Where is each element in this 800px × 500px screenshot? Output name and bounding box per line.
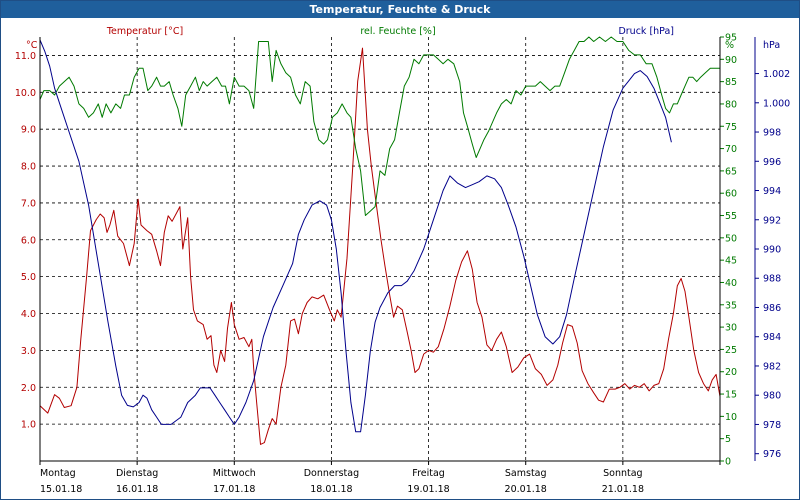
humidity-tick-label: 10 <box>725 412 737 423</box>
temperature-tick-label: 11.0 <box>15 51 36 62</box>
humidity-tick-label: 40 <box>725 278 737 289</box>
window-title: Temperatur, Feuchte & Druck <box>1 1 799 18</box>
humidity-legend-label: rel. Feuchte [%] <box>360 26 435 37</box>
pressure-tick-label: 976 <box>763 449 781 460</box>
x-day-label: Montag <box>40 468 76 479</box>
humidity-tick-label: 0 <box>725 457 731 468</box>
x-date-label: 20.01.18 <box>505 484 547 495</box>
humidity-tick-label: 70 <box>725 144 737 155</box>
temperature-tick-label: 9.0 <box>21 125 36 136</box>
temperature-series-line <box>39 47 721 445</box>
x-day-label: Dienstag <box>116 468 158 479</box>
humidity-tick-label: 45 <box>725 256 737 267</box>
humidity-tick-label: 90 <box>725 55 737 66</box>
humidity-tick-label: 20 <box>725 367 737 378</box>
humidity-tick-label: 95 <box>725 33 737 44</box>
pressure-legend-label: Druck [hPa] <box>618 26 674 37</box>
axes <box>39 37 756 462</box>
pressure-tick-label: 996 <box>763 157 781 168</box>
humidity-tick-label: 50 <box>725 233 737 244</box>
humidity-tick-label: 75 <box>725 122 737 133</box>
pressure-tick-label: 982 <box>763 361 781 372</box>
temperature-tick-label: 3.0 <box>21 346 36 357</box>
x-day-label: Samstag <box>505 468 547 479</box>
x-date-label: 17.01.18 <box>213 484 255 495</box>
humidity-tick-label: 65 <box>725 166 737 177</box>
pressure-tick-label: 978 <box>763 420 781 431</box>
x-day-label: Freitag <box>412 468 445 479</box>
humidity-tick-label: 80 <box>725 99 737 110</box>
temperature-tick-label: 7.0 <box>21 198 36 209</box>
x-date-label: 18.01.18 <box>310 484 352 495</box>
humidity-unit-label: % <box>725 40 734 51</box>
humidity-series-line <box>39 36 720 216</box>
x-day-label: Sonntag <box>603 468 642 479</box>
temperature-tick-label: 1.0 <box>21 420 36 431</box>
pressure-tick-label: 998 <box>763 128 781 139</box>
pressure-tick-label: 988 <box>763 274 781 285</box>
pressure-tick-label: 992 <box>763 215 781 226</box>
humidity-tick-label: 35 <box>725 300 737 311</box>
pressure-tick-label: 1.002 <box>763 69 790 80</box>
temperature-tick-label: 5.0 <box>21 272 36 283</box>
temperature-tick-label: 6.0 <box>21 235 36 246</box>
grid <box>39 36 759 465</box>
pressure-tick-label: 980 <box>763 391 781 402</box>
humidity-tick-label: 60 <box>725 189 737 200</box>
temperature-legend-label: Temperatur [°C] <box>106 26 183 37</box>
pressure-unit-label: hPa <box>763 40 780 51</box>
humidity-tick-label: 55 <box>725 211 737 222</box>
pressure-tick-label: 1.000 <box>763 98 790 109</box>
humidity-tick-label: 85 <box>725 77 737 88</box>
temperature-tick-label: 2.0 <box>21 383 36 394</box>
series <box>39 36 721 445</box>
pressure-tick-label: 994 <box>763 186 781 197</box>
x-day-label: Donnerstag <box>304 468 359 479</box>
x-day-label: Mittwoch <box>213 468 256 479</box>
x-date-label: 21.01.18 <box>602 484 644 495</box>
humidity-tick-label: 30 <box>725 323 737 334</box>
x-date-label: 19.01.18 <box>407 484 449 495</box>
labels: 1.0 2.0 3.0 4.0 5.0 6.0 7.0 8.0 9.0 10.0 11.0 Monta… <box>15 26 790 495</box>
humidity-tick-label: 25 <box>725 345 737 356</box>
temperature-unit-label: °C <box>26 40 38 51</box>
humidity-tick-label: 5 <box>725 434 731 445</box>
pressure-series-line <box>39 39 672 433</box>
x-date-label: 15.01.18 <box>40 484 82 495</box>
pressure-tick-label: 990 <box>763 245 781 256</box>
temperature-tick-label: 8.0 <box>21 162 36 173</box>
humidity-tick-label: 15 <box>725 390 737 401</box>
pressure-tick-label: 984 <box>763 332 781 343</box>
pressure-tick-label: 986 <box>763 303 781 314</box>
temperature-tick-label: 10.0 <box>15 88 36 99</box>
temperature-tick-label: 4.0 <box>21 309 36 320</box>
x-date-label: 16.01.18 <box>116 484 158 495</box>
